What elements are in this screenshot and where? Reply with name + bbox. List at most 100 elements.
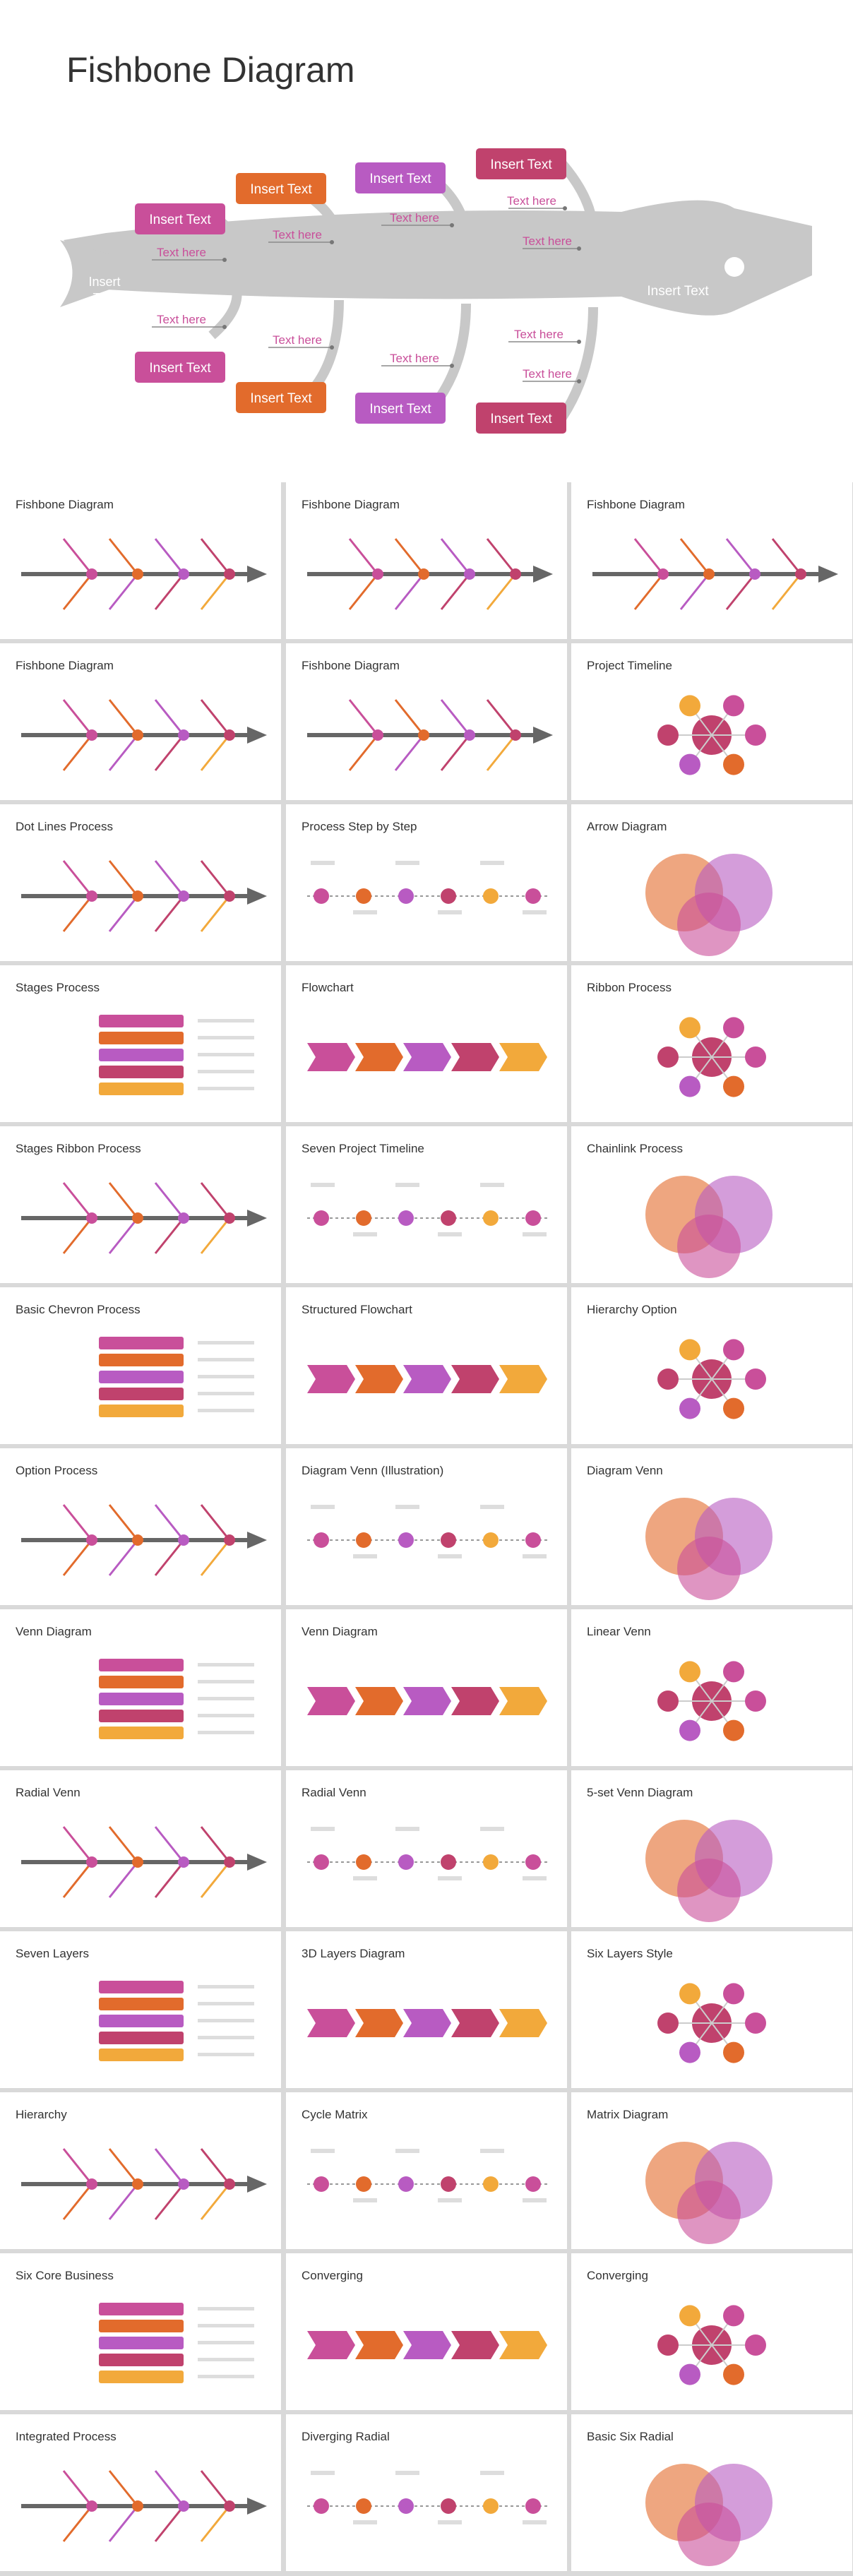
slide-thumbnail[interactable]: Ribbon Process xyxy=(571,965,852,1122)
chevron xyxy=(307,2331,355,2359)
slide-thumbnail[interactable]: Chainlink Process xyxy=(571,1126,852,1283)
hero-box-1-label: Insert Text xyxy=(149,213,211,227)
slide-thumbnail[interactable]: Arrow Diagram xyxy=(571,804,852,961)
node xyxy=(372,568,383,580)
slide-diagram xyxy=(307,538,553,610)
slide-thumbnail[interactable]: Option Process xyxy=(0,1448,281,1605)
layer xyxy=(99,2320,184,2332)
rib xyxy=(62,734,93,771)
slide-thumbnail[interactable]: Project Timeline xyxy=(571,643,852,800)
rib xyxy=(62,2505,93,2542)
slide-thumbnail[interactable]: Fishbone Diagram xyxy=(286,643,567,800)
text-line xyxy=(395,861,419,865)
text-line xyxy=(438,2520,462,2524)
slide-thumbnail[interactable]: Hierarchy Option xyxy=(571,1287,852,1444)
chevron xyxy=(307,1687,355,1715)
slide-thumbnail[interactable]: Radial Venn xyxy=(0,1770,281,1927)
slide-thumbnail[interactable]: Converging xyxy=(571,2253,852,2410)
slide-thumbnail[interactable]: Radial Venn xyxy=(286,1770,567,1927)
slide-thumbnail[interactable]: Basic Six Radial xyxy=(571,2414,852,2571)
hero-slide[interactable]: Fishbone Diagram xyxy=(0,0,853,482)
timeline-dot xyxy=(483,2498,499,2514)
slide-thumbnail[interactable]: Cycle Matrix xyxy=(286,2092,567,2249)
slide-thumbnail[interactable]: Process Step by Step xyxy=(286,804,567,961)
rib xyxy=(154,699,185,736)
satellite xyxy=(657,724,679,746)
rib xyxy=(200,2470,231,2507)
slide-thumbnail[interactable]: Structured Flowchart xyxy=(286,1287,567,1444)
slide-title: Converging xyxy=(587,2269,648,2282)
text-here-6: Text here xyxy=(390,352,439,365)
slide-thumbnail[interactable]: Diagram Venn xyxy=(571,1448,852,1605)
node xyxy=(178,2178,189,2190)
slide-thumbnail[interactable]: Six Layers Style xyxy=(571,1931,852,2088)
rib xyxy=(725,538,756,575)
satellite xyxy=(679,2041,700,2063)
text-line xyxy=(311,2149,335,2153)
slide-thumbnail[interactable]: Converging xyxy=(286,2253,567,2410)
slide-thumbnail[interactable]: Basic Chevron Process xyxy=(0,1287,281,1444)
text-line xyxy=(198,1714,254,1717)
rib xyxy=(154,734,185,771)
timeline-dot xyxy=(356,2498,371,2514)
hero-box-6[interactable] xyxy=(236,382,326,413)
slide-thumbnail[interactable]: Matrix Diagram xyxy=(571,2092,852,2249)
slide-thumbnail[interactable]: Seven Project Timeline xyxy=(286,1126,567,1283)
hero-box-7[interactable] xyxy=(355,393,446,424)
slide-thumbnail[interactable]: 3D Layers Diagram xyxy=(286,1931,567,2088)
chevron xyxy=(307,2009,355,2037)
arrow-head xyxy=(247,1532,267,1549)
text-here-10: Text here xyxy=(523,367,572,381)
slide-thumbnail[interactable]: Dot Lines Process xyxy=(0,804,281,961)
timeline-dot xyxy=(314,888,329,904)
rib xyxy=(108,2148,139,2185)
text-line xyxy=(353,2198,377,2202)
arrow-head xyxy=(247,1854,267,1871)
slide-thumbnail[interactable]: Seven Layers xyxy=(0,1931,281,2088)
text-line xyxy=(353,910,377,914)
node xyxy=(703,568,715,580)
timeline-dot xyxy=(314,1532,329,1548)
slide-thumbnail[interactable]: Flowchart xyxy=(286,965,567,1122)
rib xyxy=(154,2505,185,2542)
node xyxy=(132,890,143,902)
layer xyxy=(99,1693,184,1705)
hero-box-5[interactable] xyxy=(135,352,225,383)
satellite xyxy=(723,1017,744,1039)
slide-thumbnail[interactable]: Stages Ribbon Process xyxy=(0,1126,281,1283)
node xyxy=(86,1856,97,1868)
node xyxy=(86,729,97,741)
slide-thumbnail[interactable]: Fishbone Diagram xyxy=(0,482,281,639)
hero-box-8[interactable] xyxy=(476,402,566,434)
layer xyxy=(99,1337,184,1349)
slide-thumbnail[interactable]: Hierarchy xyxy=(0,2092,281,2249)
slide-thumbnail[interactable]: Diverging Radial xyxy=(286,2414,567,2571)
timeline-dot xyxy=(398,2498,414,2514)
rib xyxy=(348,699,379,736)
slide-thumbnail[interactable]: Integrated Process xyxy=(0,2414,281,2571)
slide-title: Seven Project Timeline xyxy=(302,1142,424,1155)
slide-thumbnail[interactable]: Venn Diagram xyxy=(0,1609,281,1766)
layer xyxy=(99,2337,184,2349)
node xyxy=(86,1534,97,1546)
slide-thumbnail[interactable]: Six Core Business xyxy=(0,2253,281,2410)
slide-title: Cycle Matrix xyxy=(302,2108,368,2121)
slide-thumbnail[interactable]: Stages Process xyxy=(0,965,281,1122)
layer xyxy=(99,1981,184,1993)
layer xyxy=(99,1015,184,1027)
hero-box-2[interactable] xyxy=(236,173,326,204)
chevron xyxy=(451,1043,499,1071)
hero-box-4[interactable] xyxy=(476,148,566,179)
rib xyxy=(108,895,139,932)
slide-thumbnail[interactable]: Fishbone Diagram xyxy=(571,482,852,639)
slide-thumbnail[interactable]: 5-set Venn Diagram xyxy=(571,1770,852,1927)
slide-thumbnail[interactable]: Linear Venn xyxy=(571,1609,852,1766)
hero-box-1[interactable] xyxy=(135,203,225,234)
slide-thumbnail[interactable]: Fishbone Diagram xyxy=(286,482,567,639)
slide-thumbnail[interactable]: Fishbone Diagram xyxy=(0,643,281,800)
slide-thumbnail[interactable]: Venn Diagram xyxy=(286,1609,567,1766)
fish-eye xyxy=(724,257,744,277)
text-line xyxy=(523,1232,547,1236)
hero-box-3[interactable] xyxy=(355,162,446,193)
slide-thumbnail[interactable]: Diagram Venn (Illustration) xyxy=(286,1448,567,1605)
